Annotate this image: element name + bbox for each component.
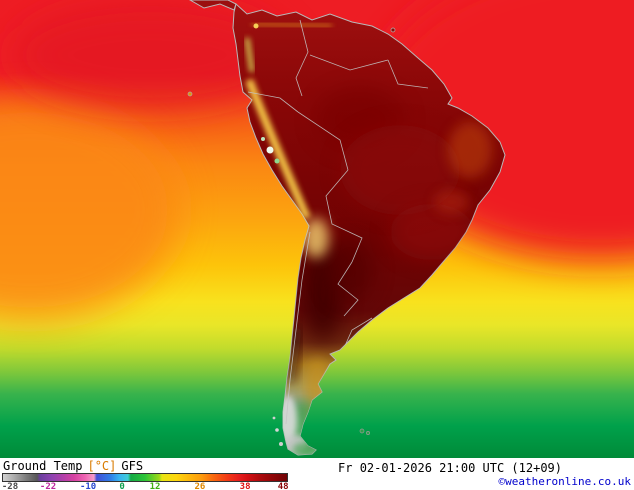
footer-bar: Ground Temp [°C] GFS -28 -22 -10 0 12 26 38 48 Fr…	[0, 458, 634, 490]
pacific-warm-region	[0, 100, 180, 320]
scale-tick-26: 26	[194, 482, 206, 490]
map-title: Ground Temp [°C] GFS	[3, 459, 148, 473]
trinidad-island	[390, 27, 396, 33]
galapagos-island	[187, 91, 193, 97]
scale-tick--22: -22	[39, 482, 57, 490]
scale-tick--28: -28	[1, 482, 19, 490]
map-title-unit: [°C]	[87, 459, 117, 473]
temperature-scale-bar	[2, 473, 288, 482]
temperature-map	[0, 0, 634, 458]
scale-tick-12: 12	[149, 482, 161, 490]
chilean-fjord-specks	[272, 416, 283, 446]
scale-tick-38: 38	[239, 482, 251, 490]
copyright-link[interactable]: ©weatheronline.co.uk	[498, 475, 631, 488]
tropical-hot-band	[10, 0, 290, 110]
scale-tick-0: 0	[119, 482, 125, 490]
andes-cool-band	[245, 78, 311, 220]
peru-highlands-cold-spot	[266, 146, 274, 154]
south-america-ground-temp-svg	[0, 0, 634, 458]
temperature-scale-ticks: -28 -22 -10 0 12 26 38 48	[1, 482, 289, 490]
land-temperature-texture	[244, 19, 492, 455]
scale-tick-48: 48	[277, 482, 289, 490]
map-title-parameter: Ground Temp	[3, 459, 83, 473]
scale-tick--10: -10	[79, 482, 97, 490]
forecast-datetime: Fr 02-01-2026 21:00 UTC (12+09)	[338, 461, 562, 475]
falkland-islands	[359, 428, 370, 435]
temperature-scale: -28 -22 -10 0 12 26 38 48	[1, 473, 289, 490]
map-title-model: GFS	[121, 459, 144, 473]
